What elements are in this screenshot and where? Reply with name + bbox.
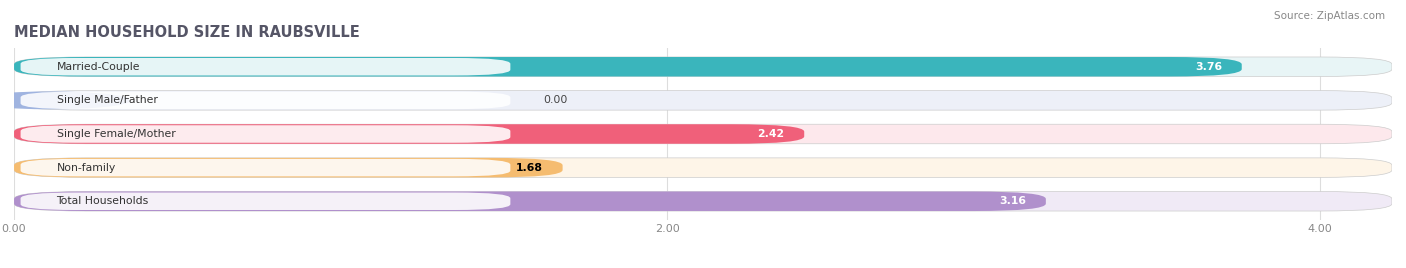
FancyBboxPatch shape [14, 158, 562, 177]
FancyBboxPatch shape [21, 92, 510, 109]
FancyBboxPatch shape [14, 91, 1392, 110]
Text: Total Households: Total Households [56, 196, 149, 206]
Text: 3.16: 3.16 [1000, 196, 1026, 206]
Text: 1.68: 1.68 [516, 163, 543, 173]
FancyBboxPatch shape [14, 124, 1392, 144]
Text: 2.42: 2.42 [758, 129, 785, 139]
FancyBboxPatch shape [14, 158, 1392, 177]
FancyBboxPatch shape [21, 125, 510, 143]
FancyBboxPatch shape [14, 124, 804, 144]
Text: Single Female/Mother: Single Female/Mother [56, 129, 176, 139]
FancyBboxPatch shape [14, 57, 1241, 76]
Text: Single Male/Father: Single Male/Father [56, 95, 157, 105]
Text: Source: ZipAtlas.com: Source: ZipAtlas.com [1274, 11, 1385, 21]
Text: Married-Couple: Married-Couple [56, 62, 141, 72]
FancyBboxPatch shape [21, 192, 510, 210]
Text: 3.76: 3.76 [1195, 62, 1222, 72]
FancyBboxPatch shape [21, 159, 510, 176]
FancyBboxPatch shape [21, 58, 510, 76]
Text: MEDIAN HOUSEHOLD SIZE IN RAUBSVILLE: MEDIAN HOUSEHOLD SIZE IN RAUBSVILLE [14, 25, 360, 40]
FancyBboxPatch shape [14, 192, 1046, 211]
FancyBboxPatch shape [14, 192, 1392, 211]
Circle shape [0, 92, 129, 109]
Text: Non-family: Non-family [56, 163, 115, 173]
Text: 0.00: 0.00 [543, 95, 568, 105]
FancyBboxPatch shape [14, 57, 1392, 76]
